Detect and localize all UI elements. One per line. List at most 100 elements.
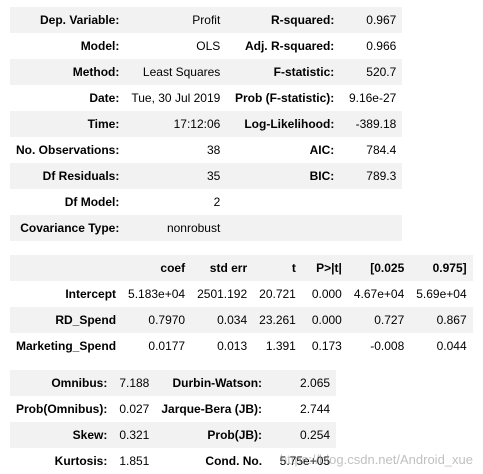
column-header: 0.975] — [410, 255, 473, 281]
summary-label — [226, 215, 341, 241]
summary-label: Method: — [10, 59, 126, 85]
diagnostics-table: Omnibus: 7.188 Durbin-Watson: 2.065 Prob… — [10, 370, 337, 474]
table-cell: 1.391 — [265, 339, 296, 353]
summary-value: 520.7 — [340, 59, 403, 85]
column-header: t — [253, 255, 302, 281]
diagnostic-value: 7.188 — [113, 370, 156, 396]
column-header: P>|t| — [301, 255, 348, 281]
column-header: [0.025 — [347, 255, 411, 281]
summary-value: -389.18 — [340, 111, 403, 137]
summary-label — [226, 189, 340, 215]
table-row: Marketing_Spend 0.0177 0.013 1.391 0.173… — [10, 333, 473, 359]
diagnostic-label: Durbin-Watson: — [155, 370, 269, 396]
table-row: Skew: 0.321 Prob(JB): 0.254 — [10, 422, 337, 448]
table-row: Date: Tue, 30 Jul 2019 Prob (F-statistic… — [10, 85, 402, 111]
table-cell: 0.013 — [217, 339, 248, 353]
summary-value: OLS — [196, 39, 221, 53]
table-cell: 0.034 — [191, 307, 254, 333]
diagnostic-label: Omnibus: — [10, 370, 114, 396]
diagnostic-value: 0.254 — [268, 422, 337, 448]
table-row: Time: 17:12:06 Log-Likelihood: -389.18 — [10, 111, 403, 137]
diagnostic-value: 5.75e+05 — [279, 454, 331, 468]
diagnostic-label: Skew: — [10, 422, 114, 448]
summary-value: 0.967 — [340, 7, 403, 33]
summary-value — [340, 215, 403, 241]
summary-value: 38 — [206, 143, 221, 157]
table-row: Covariance Type: nonrobust — [10, 215, 403, 241]
table-row: Df Model: 2 — [10, 189, 402, 215]
table-cell: 0.7970 — [122, 307, 192, 333]
diagnostic-label: Kurtosis: — [54, 454, 108, 468]
summary-label: F-statistic: — [226, 59, 341, 85]
summary-label: Adj. R-squared: — [244, 39, 335, 53]
row-label: Marketing_Spend — [16, 339, 117, 353]
table-row: Intercept 5.183e+04 2501.192 20.721 0.00… — [10, 281, 473, 307]
summary-value: 784.4 — [366, 143, 397, 157]
table-row: Method: Least Squares F-statistic: 520.7 — [10, 59, 403, 85]
summary-label: Df Residuals: — [10, 163, 126, 189]
summary-label: BIC: — [226, 163, 341, 189]
row-label: RD_Spend — [10, 307, 123, 333]
summary-value: 17:12:06 — [125, 111, 227, 137]
column-header — [10, 255, 123, 281]
table-cell: 2501.192 — [197, 287, 248, 301]
table-cell: 5.69e+04 — [416, 287, 467, 301]
model-summary-table: Dep. Variable: Profit R-squared: 0.967 M… — [10, 7, 403, 241]
column-header: std err — [191, 255, 254, 281]
table-cell: 0.000 — [301, 307, 348, 333]
table-cell: 5.183e+04 — [128, 287, 186, 301]
summary-label: AIC: — [309, 143, 335, 157]
table-cell: 4.67e+04 — [353, 287, 405, 301]
summary-value: Profit — [125, 7, 227, 33]
diagnostic-label: Prob(JB): — [155, 422, 269, 448]
diagnostic-label: Cond. No. — [205, 454, 263, 468]
summary-value: Least Squares — [125, 59, 227, 85]
summary-value: 2 — [213, 195, 221, 209]
table-row: Df Residuals: 35 BIC: 789.3 — [10, 163, 403, 189]
watermark: https://blog.csdn.net/Android_xue — [280, 452, 473, 467]
summary-value: 789.3 — [340, 163, 403, 189]
table-row: Model: OLS Adj. R-squared: 0.966 — [10, 33, 402, 59]
table-cell: 0.000 — [311, 287, 342, 301]
summary-label: Prob (F-statistic): — [234, 91, 335, 105]
table-row: No. Observations: 38 AIC: 784.4 — [10, 137, 402, 163]
table-row: Prob(Omnibus): 0.027 Jarque-Bera (JB): 2… — [10, 396, 336, 422]
table-cell: 23.261 — [253, 307, 302, 333]
table-cell: 0.727 — [347, 307, 411, 333]
diagnostic-value: 0.321 — [113, 422, 156, 448]
diagnostic-value: 1.851 — [119, 454, 150, 468]
table-row: Omnibus: 7.188 Durbin-Watson: 2.065 — [10, 370, 337, 396]
summary-value: 0.966 — [366, 39, 397, 53]
summary-label: Dep. Variable: — [10, 7, 126, 33]
summary-label: Time: — [10, 111, 126, 137]
summary-label: Log-Likelihood: — [226, 111, 341, 137]
table-cell: 0.044 — [436, 339, 467, 353]
summary-value: nonrobust — [125, 215, 227, 241]
summary-value: Tue, 30 Jul 2019 — [131, 91, 221, 105]
table-cell: 20.721 — [259, 287, 296, 301]
summary-label: R-squared: — [226, 7, 341, 33]
table-cell: 0.173 — [311, 339, 342, 353]
table-cell: 0.867 — [410, 307, 473, 333]
coefficient-table: coef std err t P>|t| [0.025 0.975] Inter… — [10, 255, 473, 359]
summary-label: Date: — [89, 91, 120, 105]
summary-value: 9.16e-27 — [348, 91, 397, 105]
summary-value: 35 — [125, 163, 227, 189]
summary-label: Model: — [80, 39, 120, 53]
row-label: Intercept — [65, 287, 117, 301]
table-header-row: coef std err t P>|t| [0.025 0.975] — [10, 255, 473, 281]
summary-label: Df Model: — [64, 195, 120, 209]
diagnostic-value: 2.744 — [300, 402, 331, 416]
table-cell: -0.008 — [370, 339, 405, 353]
table-row: RD_Spend 0.7970 0.034 23.261 0.000 0.727… — [10, 307, 473, 333]
table-row: Kurtosis: 1.851 Cond. No. 5.75e+05 — [10, 448, 336, 474]
diagnostic-label: Prob(Omnibus): — [16, 402, 108, 416]
summary-label: Covariance Type: — [10, 215, 126, 241]
summary-label: No. Observations: — [16, 143, 120, 157]
table-row: Dep. Variable: Profit R-squared: 0.967 — [10, 7, 403, 33]
diagnostic-value: 2.065 — [268, 370, 337, 396]
column-header: coef — [122, 255, 192, 281]
summary-value — [340, 189, 402, 215]
table-cell: 0.0177 — [148, 339, 186, 353]
diagnostic-label: Jarque-Bera (JB): — [161, 402, 263, 416]
